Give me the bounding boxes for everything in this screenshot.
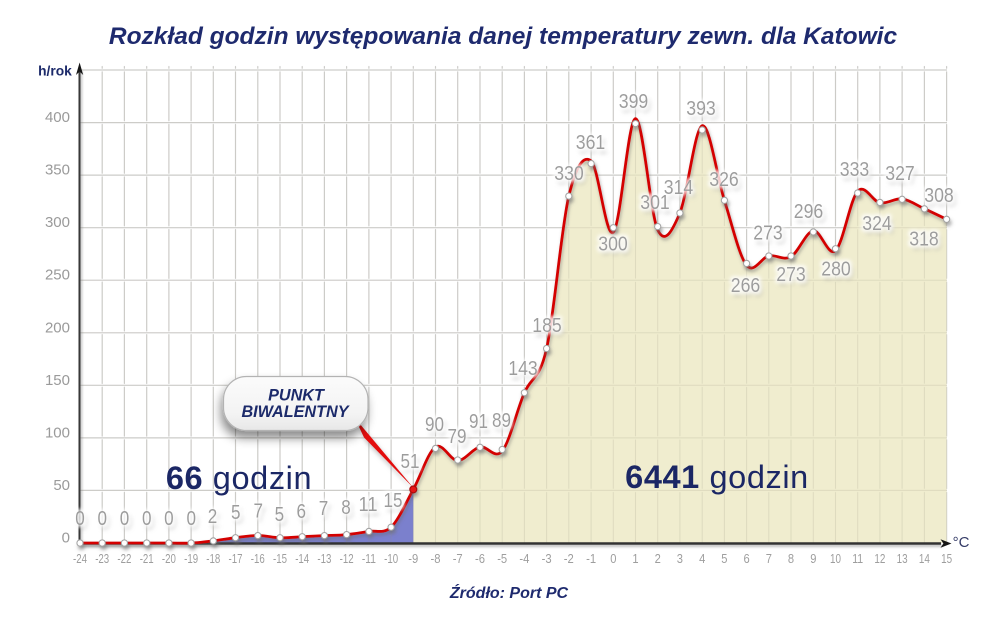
svg-text:-19: -19: [184, 551, 198, 566]
svg-text:5: 5: [721, 551, 727, 566]
svg-text:-12: -12: [340, 551, 354, 566]
svg-text:10: 10: [830, 551, 841, 566]
svg-text:3: 3: [677, 551, 683, 566]
svg-text:300: 300: [45, 214, 70, 231]
svg-text:273: 273: [776, 263, 806, 286]
svg-text:393: 393: [686, 97, 716, 120]
svg-text:-2: -2: [564, 551, 574, 566]
svg-text:0: 0: [610, 551, 616, 566]
svg-text:-5: -5: [497, 551, 507, 566]
svg-text:-4: -4: [519, 551, 529, 566]
svg-text:-20: -20: [162, 551, 176, 566]
svg-text:6: 6: [744, 551, 750, 566]
svg-text:-23: -23: [95, 551, 109, 566]
svg-text:-16: -16: [251, 551, 265, 566]
svg-text:-13: -13: [317, 551, 331, 566]
svg-text:BIWALENTNY: BIWALENTNY: [241, 403, 350, 421]
svg-text:-22: -22: [117, 551, 131, 566]
svg-text:9: 9: [810, 551, 816, 566]
svg-text:-8: -8: [431, 551, 441, 566]
svg-text:-21: -21: [140, 551, 154, 566]
svg-text:326: 326: [709, 168, 739, 191]
svg-text:°C: °C: [953, 534, 970, 551]
svg-text:296: 296: [794, 200, 824, 223]
svg-text:6: 6: [297, 500, 307, 523]
svg-text:-7: -7: [453, 551, 463, 566]
svg-text:7: 7: [766, 551, 772, 566]
svg-text:301: 301: [640, 191, 670, 214]
svg-text:0: 0: [142, 507, 152, 530]
svg-text:50: 50: [53, 477, 70, 494]
svg-text:7: 7: [319, 497, 329, 520]
svg-text:314: 314: [664, 176, 694, 199]
svg-text:7: 7: [254, 500, 264, 523]
svg-text:0: 0: [98, 507, 108, 530]
svg-text:-10: -10: [384, 551, 398, 566]
svg-text:-18: -18: [206, 551, 220, 566]
svg-text:0: 0: [62, 530, 70, 547]
svg-text:15: 15: [941, 551, 952, 566]
svg-text:2: 2: [208, 505, 218, 528]
svg-text:324: 324: [862, 212, 892, 235]
svg-text:14: 14: [919, 551, 930, 566]
svg-text:273: 273: [753, 222, 783, 245]
svg-text:0: 0: [164, 507, 174, 530]
svg-text:143: 143: [508, 357, 538, 380]
svg-text:h/rok: h/rok: [38, 64, 72, 79]
svg-text:200: 200: [45, 319, 70, 336]
svg-text:1: 1: [632, 551, 638, 566]
svg-text:90: 90: [425, 413, 444, 436]
svg-text:150: 150: [45, 372, 70, 389]
svg-text:361: 361: [576, 131, 606, 154]
svg-text:11: 11: [359, 493, 378, 516]
svg-text:250: 250: [45, 267, 70, 284]
svg-text:280: 280: [821, 258, 851, 281]
svg-text:5: 5: [231, 501, 241, 524]
svg-text:-15: -15: [273, 551, 287, 566]
svg-text:-9: -9: [408, 551, 418, 566]
svg-text:318: 318: [909, 228, 939, 251]
svg-text:0: 0: [120, 507, 130, 530]
svg-text:400: 400: [45, 109, 70, 126]
svg-text:100: 100: [45, 424, 70, 441]
svg-text:308: 308: [924, 184, 954, 207]
svg-text:-24: -24: [73, 551, 87, 566]
svg-text:2: 2: [655, 551, 661, 566]
svg-text:8: 8: [341, 496, 351, 519]
svg-text:-3: -3: [542, 551, 552, 566]
svg-text:15: 15: [384, 489, 403, 512]
svg-text:-11: -11: [362, 551, 376, 566]
svg-text:350: 350: [45, 162, 70, 179]
svg-text:PUNKT: PUNKT: [268, 387, 326, 405]
svg-text:266: 266: [731, 274, 761, 297]
svg-text:-17: -17: [229, 551, 243, 566]
svg-text:5: 5: [275, 503, 285, 526]
svg-text:-6: -6: [475, 551, 485, 566]
svg-text:79: 79: [448, 425, 467, 448]
svg-text:0: 0: [75, 507, 85, 530]
svg-text:8: 8: [788, 551, 794, 566]
svg-text:0: 0: [186, 507, 196, 530]
svg-text:330: 330: [554, 162, 584, 185]
svg-text:13: 13: [897, 551, 908, 566]
svg-text:-1: -1: [586, 551, 596, 566]
svg-text:12: 12: [874, 551, 885, 566]
svg-text:4: 4: [699, 551, 705, 566]
svg-text:399: 399: [619, 90, 649, 113]
svg-text:333: 333: [840, 158, 870, 181]
svg-text:91: 91: [469, 410, 488, 433]
svg-text:185: 185: [532, 314, 562, 337]
svg-text:300: 300: [598, 233, 628, 256]
svg-text:-14: -14: [295, 551, 309, 566]
svg-text:327: 327: [885, 162, 915, 185]
svg-text:89: 89: [492, 409, 511, 432]
svg-text:11: 11: [852, 551, 863, 566]
svg-text:51: 51: [401, 450, 420, 473]
